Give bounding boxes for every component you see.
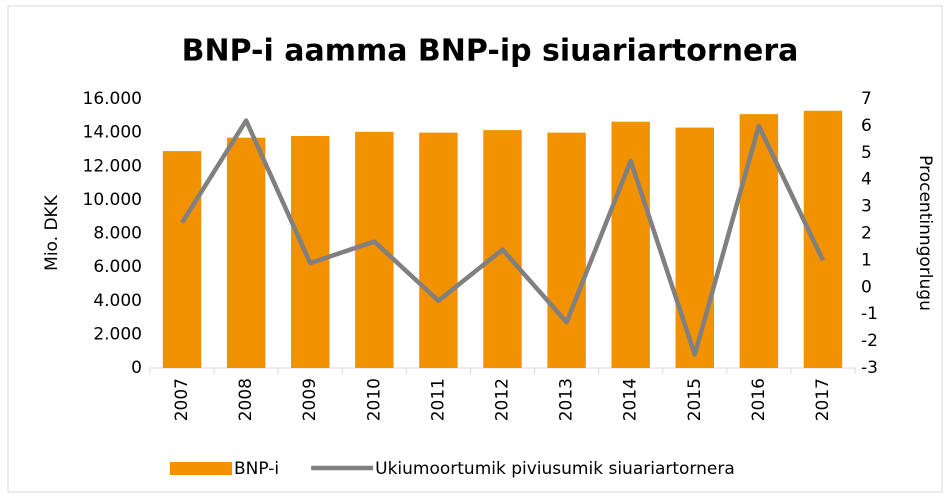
- y2-tick-label: 5: [861, 143, 872, 163]
- y-tick-label: 12.000: [83, 156, 142, 176]
- bar: [675, 127, 714, 368]
- bar: [226, 137, 266, 368]
- legend-label: Ukiumoortumik piviusumik siuariartornera: [375, 459, 735, 479]
- x-tick-label: 2010: [364, 378, 384, 421]
- y-tick-label: 6.000: [93, 257, 142, 277]
- x-tick-label: 2013: [557, 378, 577, 421]
- legend-swatch: [170, 462, 232, 475]
- y2-tick-label: 2: [861, 224, 872, 244]
- x-tick-label: 2012: [493, 378, 513, 421]
- y-tick-label: 14.000: [83, 123, 142, 143]
- bar: [547, 132, 586, 368]
- x-tick-label: 2016: [749, 378, 769, 421]
- bar: [803, 110, 843, 369]
- y-tick-label: 16.000: [83, 89, 142, 109]
- y2-tick-label: 7: [861, 89, 872, 109]
- y2-tick-label: 1: [861, 250, 872, 270]
- y2-tick-label: 6: [861, 116, 872, 136]
- line: [180, 118, 825, 357]
- y2-tick-label: -2: [861, 331, 878, 351]
- x-tick-label: 2007: [172, 378, 192, 421]
- y-tick-label: 2.000: [93, 324, 142, 344]
- chart-frame: [7, 5, 943, 493]
- bar: [419, 132, 458, 368]
- chart-title: BNP-i aamma BNP-ip siuariartornera: [182, 34, 799, 69]
- x-tick-label: 2015: [685, 378, 705, 421]
- y2-tick-label: -3: [861, 358, 878, 378]
- y2-tick-label: 0: [861, 277, 872, 297]
- x-tick-label: 2011: [428, 378, 448, 421]
- y2-tick-label: -1: [861, 304, 878, 324]
- x-tick-label: 2009: [300, 378, 320, 421]
- y-tick-label: 4.000: [93, 291, 142, 311]
- legend-label: BNP-i: [234, 459, 279, 479]
- y2-axis-label: Procentinngorlugu: [915, 155, 935, 311]
- y-axis-label: Mio. DKK: [42, 194, 62, 271]
- x-tick-label: 2008: [236, 378, 256, 421]
- bar: [291, 135, 330, 368]
- bar: [162, 151, 202, 368]
- x-tick-label: 2014: [621, 378, 641, 421]
- y2-tick-label: 3: [861, 197, 872, 217]
- y-tick-label: 10.000: [83, 190, 142, 210]
- y2-tick-label: 4: [861, 170, 872, 190]
- y-tick-label: 8.000: [93, 224, 142, 244]
- bar: [355, 131, 394, 368]
- y-tick-label: 0: [131, 358, 142, 378]
- x-tick-label: 2017: [813, 378, 833, 421]
